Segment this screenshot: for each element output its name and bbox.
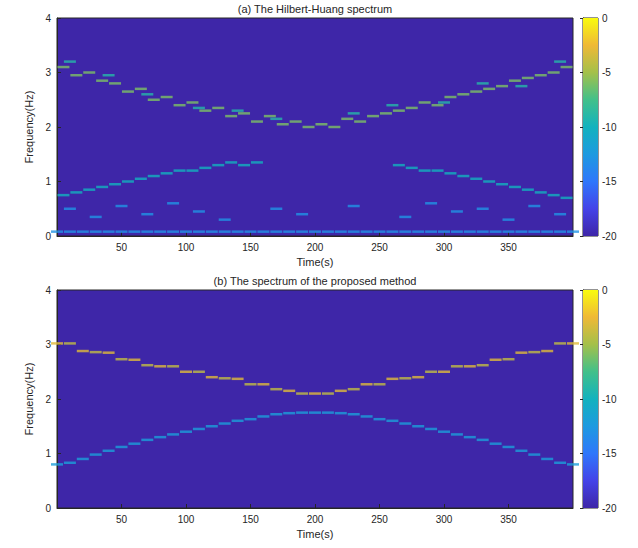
svg-text:200: 200 <box>307 242 324 253</box>
svg-text:-10: -10 <box>602 394 617 405</box>
svg-text:0: 0 <box>602 13 608 24</box>
svg-text:(b) The spectrum of the propos: (b) The spectrum of the proposed method <box>214 275 417 287</box>
svg-text:350: 350 <box>500 242 517 253</box>
svg-text:50: 50 <box>116 242 128 253</box>
svg-text:-15: -15 <box>602 176 617 187</box>
svg-text:50: 50 <box>116 514 128 525</box>
svg-text:350: 350 <box>500 514 517 525</box>
svg-text:300: 300 <box>436 514 453 525</box>
svg-text:2: 2 <box>45 122 51 133</box>
svg-text:Frequency(Hz): Frequency(Hz) <box>23 91 35 164</box>
svg-text:Time(s): Time(s) <box>297 528 334 540</box>
svg-text:100: 100 <box>178 242 195 253</box>
svg-text:3: 3 <box>45 339 51 350</box>
svg-text:1: 1 <box>45 176 51 187</box>
svg-text:2: 2 <box>45 394 51 405</box>
svg-text:-20: -20 <box>602 503 617 514</box>
svg-text:4: 4 <box>45 13 51 24</box>
svg-text:0: 0 <box>602 285 608 296</box>
svg-text:300: 300 <box>436 242 453 253</box>
svg-text:0: 0 <box>45 503 51 514</box>
svg-text:250: 250 <box>371 242 388 253</box>
svg-text:200: 200 <box>307 514 324 525</box>
svg-text:250: 250 <box>371 514 388 525</box>
svg-text:150: 150 <box>242 514 259 525</box>
svg-text:-5: -5 <box>602 339 611 350</box>
svg-text:-5: -5 <box>602 67 611 78</box>
svg-text:1: 1 <box>45 448 51 459</box>
svg-text:0: 0 <box>45 231 51 242</box>
svg-text:(a) The Hilbert-Huang spectrum: (a) The Hilbert-Huang spectrum <box>238 3 392 15</box>
svg-text:100: 100 <box>178 514 195 525</box>
svg-text:150: 150 <box>242 242 259 253</box>
svg-text:Time(s): Time(s) <box>297 256 334 268</box>
svg-text:-15: -15 <box>602 448 617 459</box>
svg-text:3: 3 <box>45 67 51 78</box>
svg-text:4: 4 <box>45 285 51 296</box>
svg-text:-10: -10 <box>602 122 617 133</box>
svg-text:-20: -20 <box>602 231 617 242</box>
svg-text:Frequency(Hz): Frequency(Hz) <box>23 363 35 436</box>
